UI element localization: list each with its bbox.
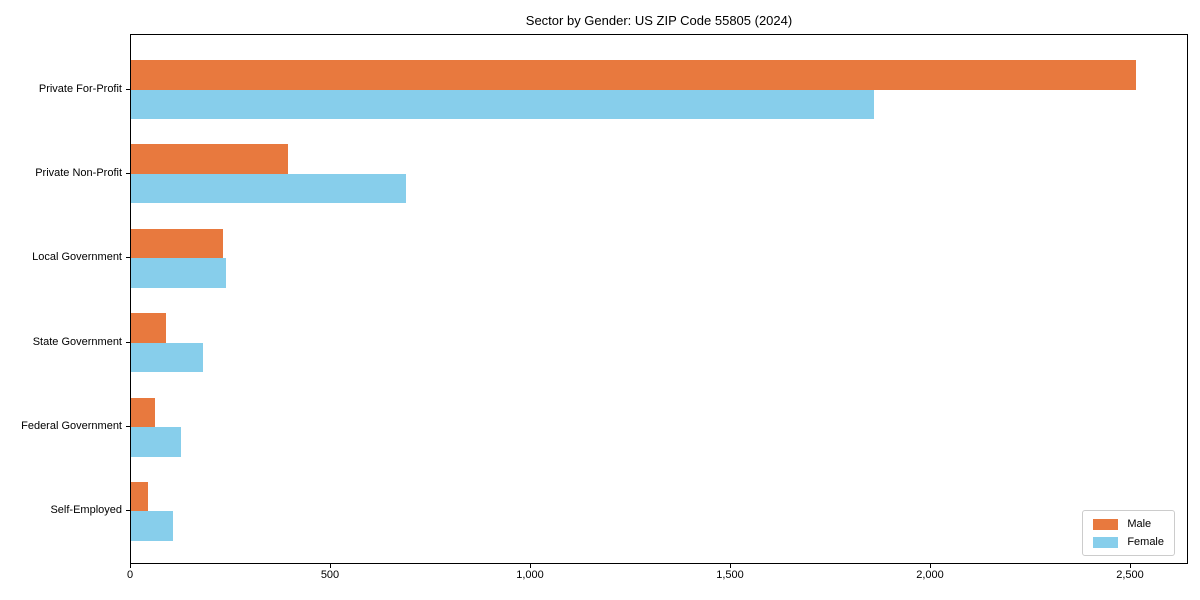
x-tick-mark: [730, 564, 731, 568]
x-tick-mark: [130, 564, 131, 568]
x-tick-label: 0: [126, 569, 134, 581]
legend-label: Male: [1127, 518, 1152, 530]
bar-male-3: [131, 313, 167, 343]
y-tick-mark: [126, 172, 130, 174]
bar-male-1: [131, 144, 288, 174]
bar-male-0: [131, 60, 1136, 90]
bar-female-0: [131, 89, 874, 120]
bars-layer: [131, 35, 1187, 563]
plot-area: Male Female: [130, 34, 1188, 564]
x-tick-mark: [330, 564, 331, 568]
y-tick-mark: [126, 341, 130, 343]
y-axis-label: State Government: [32, 335, 122, 348]
x-tick-label: 1,500: [716, 569, 744, 581]
bar-female-1: [131, 173, 406, 204]
y-axis-label: Private Non-Profit: [35, 166, 122, 179]
chart-title: Sector by Gender: US ZIP Code 55805 (202…: [525, 13, 793, 28]
y-axis-label: Local Government: [32, 251, 122, 264]
y-tick-mark: [126, 88, 130, 90]
y-tick-mark: [126, 426, 130, 428]
x-tick-label: 2,000: [916, 569, 944, 581]
x-tick-mark: [1130, 564, 1131, 568]
bar-male-4: [131, 397, 155, 428]
y-tick-mark: [126, 257, 130, 259]
legend-label: Female: [1127, 536, 1164, 548]
x-tick-mark: [530, 564, 531, 568]
bar-female-3: [131, 342, 203, 373]
legend: Male Female: [1082, 510, 1175, 556]
y-axis-label: Private For-Profit: [38, 82, 122, 95]
legend-entry-male: Male: [1093, 518, 1164, 530]
bar-male-2: [131, 228, 223, 259]
x-tick-label: 500: [320, 569, 340, 581]
x-tick-label: 1,000: [516, 569, 544, 581]
y-axis-label: Self-Employed: [50, 504, 122, 517]
legend-entry-female: Female: [1093, 536, 1164, 548]
bar-male-5: [131, 481, 149, 512]
y-tick-mark: [126, 510, 130, 512]
legend-swatch-female: [1093, 536, 1119, 548]
x-tick-label: 2,500: [1116, 569, 1144, 581]
y-axis-label: Federal Government: [21, 420, 122, 433]
legend-swatch-male: [1093, 518, 1119, 530]
x-tick-mark: [930, 564, 931, 568]
bar-female-4: [131, 427, 181, 457]
bar-female-2: [131, 258, 226, 288]
bar-female-5: [131, 511, 173, 541]
